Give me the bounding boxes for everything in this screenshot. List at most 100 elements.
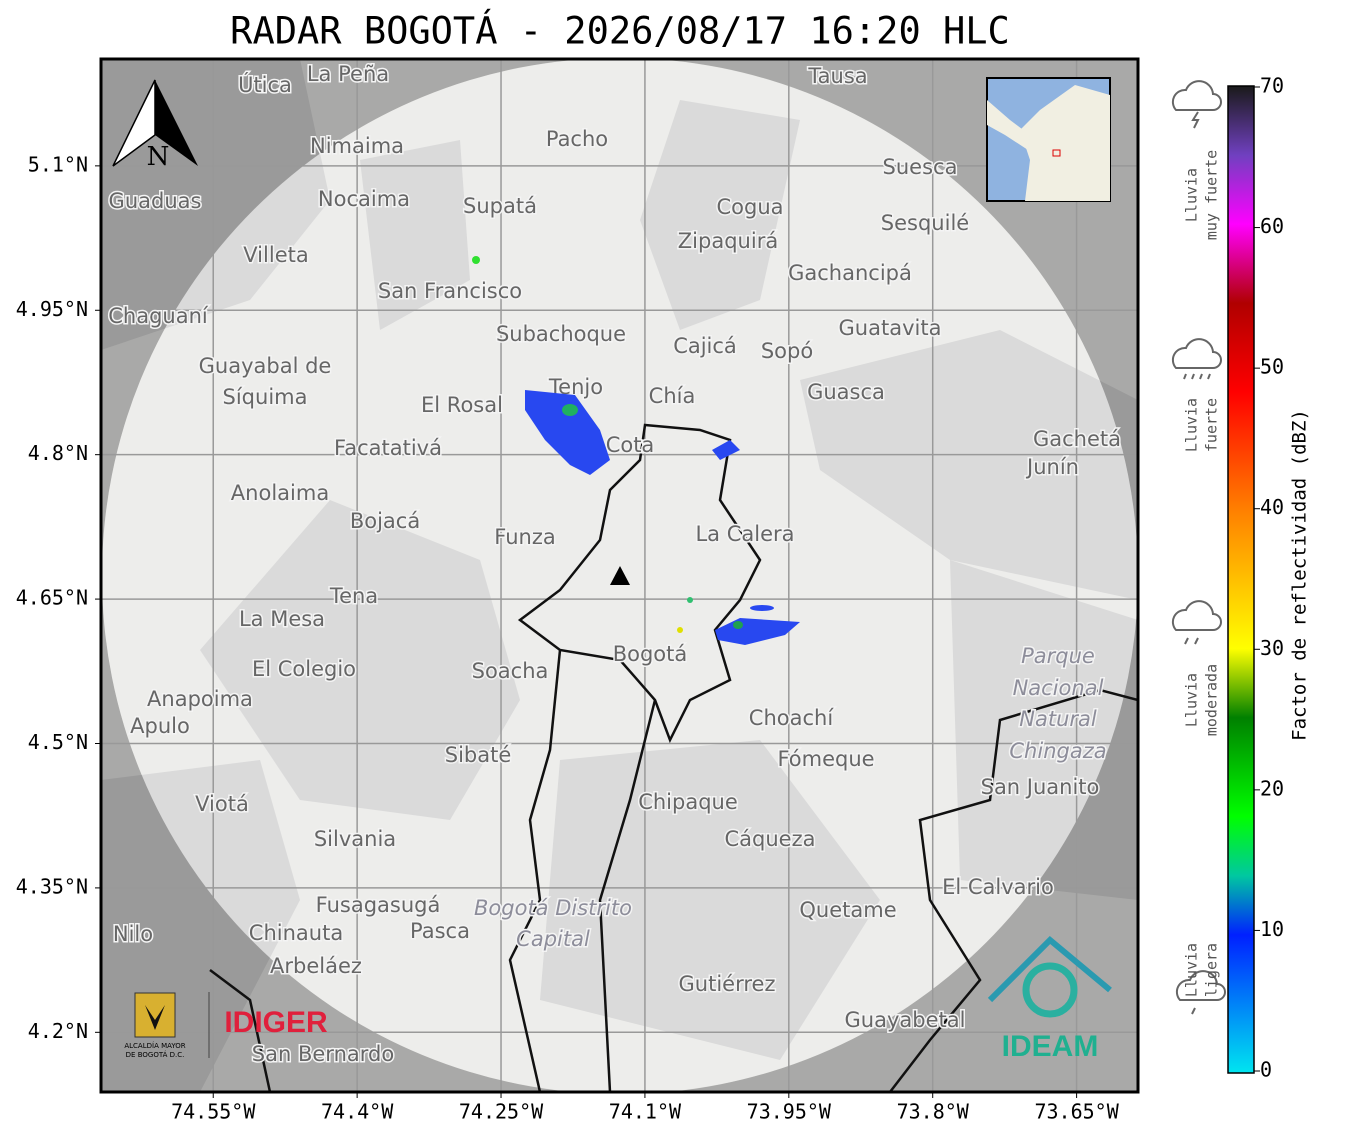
y-tick-label: 5.1°N [28,152,88,176]
place-label: Arbeláez [270,954,362,978]
place-label: Chipaque [638,790,738,814]
colorbar-tick-label: 0 [1260,1058,1272,1082]
colorbar-tick-label: 10 [1260,917,1284,941]
place-label: Facatativá [334,436,442,460]
x-tick-label: 74.55°W [171,1100,256,1124]
colorbar-label: Factor de reflectividad (dBZ) [1289,409,1311,741]
alcaldia-line-1: ALCALDÍA MAYOR [124,1041,185,1050]
place-label: Pasca [410,919,470,943]
north-label: N [147,142,170,172]
place-label: Cota [606,433,655,457]
y-tick-label: 4.35°N [16,874,88,898]
rain-level-label: moderada [1203,664,1221,736]
place-label: Anolaima [231,481,329,505]
place-label: Chinauta [249,921,343,945]
place-label: Bojacá [350,509,420,533]
place-label: Chaguaní [108,304,209,328]
idiger-logo: IDIGER [224,1006,328,1039]
area-label: Nacional [1013,676,1104,700]
rain-level-label: ligera [1203,943,1221,997]
place-label: El Rosal [421,393,503,417]
place-label: Síquima [223,385,308,409]
place-label: Guayabetal [845,1008,966,1032]
x-tick-label: 74.25°W [459,1100,544,1124]
place-label: Guaduas [109,189,202,213]
rain-level-label: fuerte [1203,398,1221,452]
place-label: La Peña [307,62,389,86]
place-label: Choachí [749,706,835,730]
x-tick-label: 73.65°W [1034,1100,1119,1124]
ideam-logo: IDEAM [1002,1030,1099,1063]
place-labels: La Peña Útica Tausa Pacho Nimaima Guaduas Noca… [107,61,1123,1068]
place-label: Apulo [130,714,190,738]
place-label: Suesca [883,155,958,179]
place-label: Subachoque [496,322,626,346]
place-label: Sesquilé [881,211,969,235]
place-label: Cáqueza [725,827,816,851]
colorbar-tick-label: 50 [1260,355,1284,379]
y-tick-label: 4.2°N [28,1019,88,1043]
place-label: Nocaima [318,187,410,211]
place-label: Pacho [546,127,608,151]
area-label: Capital [516,927,590,951]
grid [101,59,1138,1092]
place-label: San Juanito [981,775,1100,799]
place-label: Bogotá [613,642,688,666]
radar-echoes [472,256,800,645]
rain-level-label: Lluvia [1183,943,1201,997]
place-label: Villeta [243,243,308,267]
place-label: El Colegio [252,657,356,681]
place-label: Gachancipá [788,261,912,285]
place-label: Chía [649,384,696,408]
map: La Peña Útica Tausa Pacho Nimaima Guaduas Noca… [101,59,1138,1092]
place-label: Guatavita [839,316,942,340]
map-frame [99,57,1140,1094]
place-label: Soacha [472,659,549,683]
x-tick-label: 73.95°W [747,1100,832,1124]
rain-level-label: Lluvia [1183,673,1201,727]
y-tick-label: 4.95°N [16,297,88,321]
place-label: Supatá [463,194,537,218]
place-label: Guasca [807,380,885,404]
inset-map [986,77,1111,202]
x-tick-label: 74.4°W [321,1100,394,1124]
y-tick-label: 4.8°N [28,441,88,465]
area-label: Parque [1021,644,1095,668]
place-label: Funza [494,525,555,549]
colorbar-tick-label: 70 [1260,74,1284,98]
place-label: Nilo [113,922,153,946]
north-arrow: N [112,79,198,172]
boundaries [209,423,1138,1092]
radar-site [610,566,630,585]
place-label: Cogua [716,195,783,219]
place-label: San Bernardo [252,1042,394,1066]
rain-level-label: muy fuerte [1203,150,1221,240]
title: RADAR BOGOTÁ - 2026/08/17 16:20 HLC [230,9,1010,53]
place-label: Gachetá [1033,427,1121,451]
place-label: Quetame [799,898,896,922]
area-label: Natural [1019,707,1097,731]
y-tick-label: 4.65°N [16,586,88,610]
place-label: Zipaquirá [678,229,778,253]
area-label: Chingaza [1009,739,1106,763]
x-tick-label: 74.1°W [609,1100,682,1124]
place-label: El Calvario [942,875,1054,899]
logos: ALCALDÍA MAYOR DE BOGOTÁ D.C. IDIGER IDE… [124,935,1112,1063]
colorbar-tick-label: 60 [1260,214,1284,238]
place-label: Viotá [195,792,249,816]
place-label: La Calera [695,522,794,546]
place-label: Fusagasugá [316,893,441,917]
rain-level-label: Lluvia [1183,398,1201,452]
place-label: Tausa [807,64,867,88]
y-tick-label: 4.5°N [28,730,88,754]
place-label: Cajicá [673,334,737,358]
place-label: Útica [238,72,292,97]
place-label: Junín [1025,455,1079,479]
colorbar-tick-label: 40 [1260,495,1284,519]
rain-icons [1171,80,1226,1015]
colorbar-tick-label: 20 [1260,776,1284,800]
area-label: Bogotá Distrito [474,896,632,920]
alcaldia-line-2: DE BOGOTÁ D.C. [126,1050,185,1059]
